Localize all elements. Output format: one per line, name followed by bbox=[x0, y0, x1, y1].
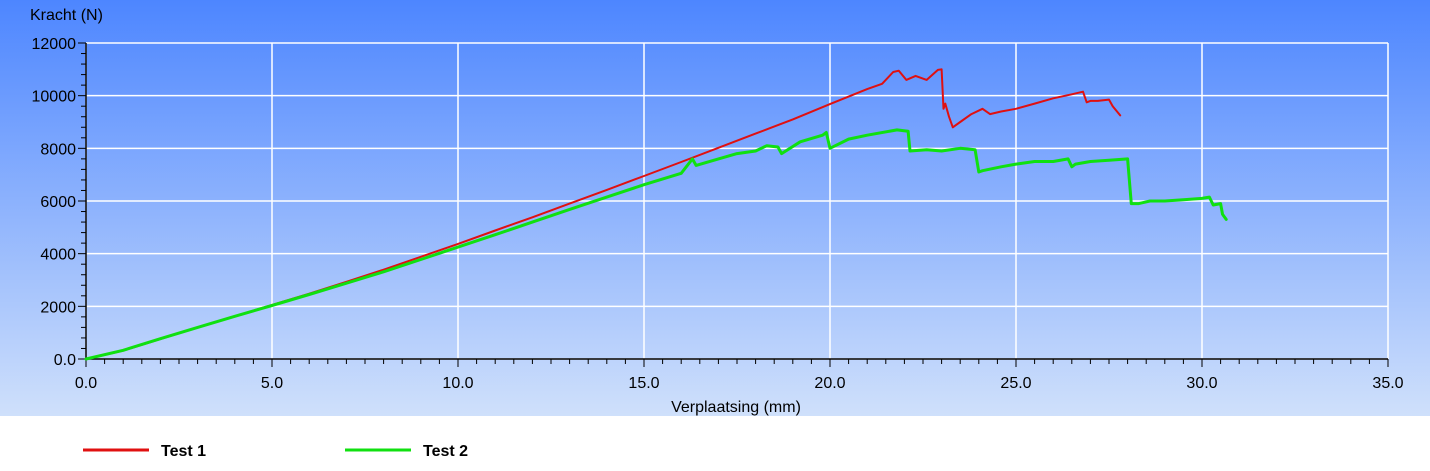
y-tick-label: 6000 bbox=[40, 194, 76, 211]
legend-item-1: Test 1 bbox=[83, 443, 206, 460]
x-tick-label: 10.0 bbox=[442, 375, 473, 392]
x-tick-label: 25.0 bbox=[1000, 375, 1031, 392]
legend-label: Test 1 bbox=[161, 443, 206, 460]
legend-item-2: Test 2 bbox=[345, 443, 468, 460]
y-axis-label: Kracht (N) bbox=[30, 7, 103, 24]
x-tick-label: 30.0 bbox=[1186, 375, 1217, 392]
x-tick-label: 0.0 bbox=[75, 375, 97, 392]
axes bbox=[78, 42, 1389, 367]
chart-background bbox=[0, 0, 1430, 416]
y-tick-label: 12000 bbox=[32, 36, 77, 53]
x-axis-label: Verplaatsing (mm) bbox=[671, 399, 801, 416]
y-tick-label: 8000 bbox=[40, 141, 76, 158]
legend: Test 1 Test 2 bbox=[83, 443, 468, 460]
series-line-1 bbox=[85, 68, 1122, 360]
x-tick-label: 35.0 bbox=[1372, 375, 1403, 392]
y-tick-label: 10000 bbox=[32, 89, 77, 106]
legend-label: Test 2 bbox=[423, 443, 468, 460]
y-tick-label: 4000 bbox=[40, 247, 76, 264]
y-tick-label: 2000 bbox=[40, 299, 76, 316]
tick-labels: 0.0 5.0 10.0 15.0 20.0 25.0 30.0 35.0 0.0 2000 400… bbox=[32, 36, 1404, 392]
grid bbox=[85, 42, 1389, 360]
legend-background bbox=[0, 416, 1430, 466]
y-tick-label: 0.0 bbox=[54, 352, 76, 369]
x-tick-label: 5.0 bbox=[261, 375, 283, 392]
x-tick-label: 20.0 bbox=[814, 375, 845, 392]
series-layer bbox=[84, 68, 1228, 361]
series-line-2 bbox=[84, 128, 1228, 361]
x-tick-label: 15.0 bbox=[628, 375, 659, 392]
